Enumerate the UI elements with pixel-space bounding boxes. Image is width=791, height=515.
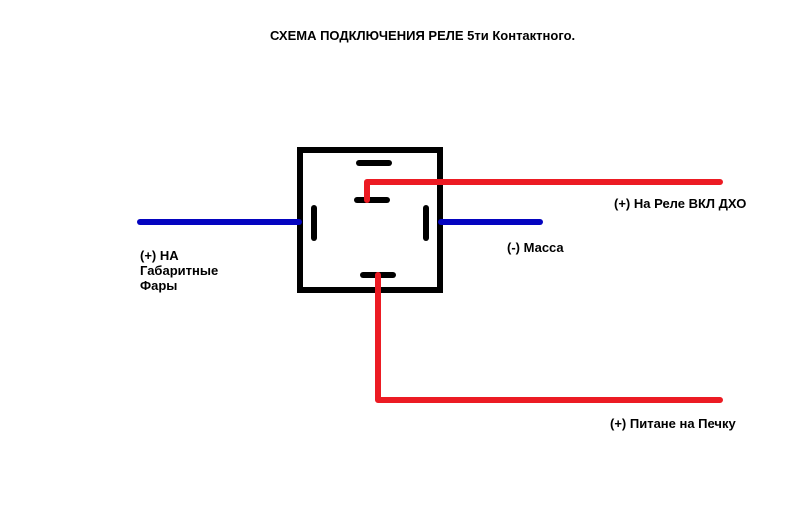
label-mass: (-) Масса [507, 240, 564, 255]
diagram-canvas: СХЕМА ПОДКЛЮЧЕНИЯ РЕЛЕ 5ти Контактного. … [0, 0, 791, 515]
label-heater: (+) Питане на Печку [610, 416, 736, 431]
label-left: (+) НА Габаритные Фары [140, 248, 218, 293]
wire-red-bottom [378, 275, 720, 400]
diagram-svg [0, 0, 791, 515]
relay-box [300, 150, 440, 290]
label-dho: (+) На Реле ВКЛ ДХО [614, 196, 746, 211]
